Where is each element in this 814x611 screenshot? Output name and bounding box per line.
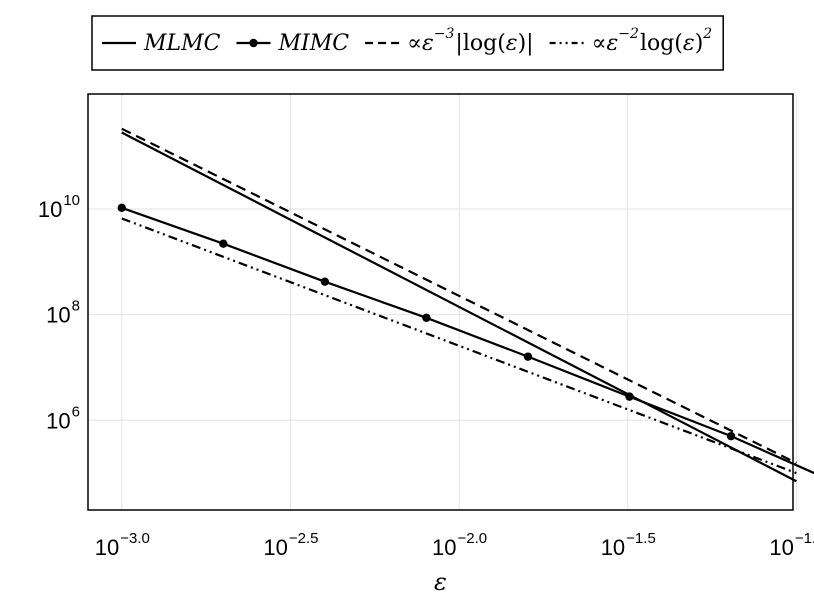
series-line-0 <box>121 131 797 483</box>
legend-item: ∝ ε −2 log(ε) 2 <box>549 26 712 56</box>
svg-text:−1.0: −1.0 <box>795 530 814 547</box>
data-point <box>219 239 228 248</box>
grid <box>88 94 797 510</box>
svg-text:−2.0: −2.0 <box>458 530 488 547</box>
series-line-2 <box>121 127 797 465</box>
data-point <box>320 277 330 286</box>
series-line-1 <box>121 206 814 475</box>
data-point <box>726 431 736 441</box>
x-tick-label: 10 −1.5 <box>601 530 656 560</box>
data-point <box>422 313 431 322</box>
y-tick-label: 10 10 <box>38 192 80 222</box>
legend-item: ∝ ε −3 |log(ε)| <box>365 26 534 56</box>
legend-box <box>91 15 724 71</box>
svg-text:2: 2 <box>702 26 712 42</box>
svg-text:10: 10 <box>263 535 287 560</box>
x-tick-label: 10 −2.0 <box>432 530 487 560</box>
svg-text:−3: −3 <box>434 26 455 42</box>
svg-text:log(: log( <box>640 31 683 56</box>
x-axis: 10−3.010−2.510−2.010−1.510−1.0 <box>95 530 814 560</box>
data-point <box>523 352 533 361</box>
y-tick-label: 10 8 <box>46 298 80 328</box>
svg-text:10: 10 <box>601 535 625 560</box>
svg-text:6: 6 <box>72 403 80 420</box>
x-axis-label: ε <box>434 568 447 596</box>
svg-text:∝: ∝ <box>592 31 607 56</box>
svg-text:10: 10 <box>432 535 456 560</box>
svg-text:−1.5: −1.5 <box>626 530 656 547</box>
svg-text:): ) <box>695 31 704 56</box>
series-line-3 <box>121 217 797 475</box>
svg-text:ε: ε <box>606 31 618 56</box>
svg-text:)|: )| <box>518 31 534 56</box>
data-point <box>117 203 126 213</box>
svg-text:ε: ε <box>506 31 518 56</box>
legend: MLMC MIMC ∝ ε −3 |log(ε)| ∝ ε −2 log(ε) 2 <box>91 15 724 71</box>
x-tick-label: 10 −3.0 <box>95 530 150 560</box>
svg-text:ε: ε <box>422 31 434 56</box>
svg-text:10: 10 <box>95 535 119 560</box>
series-layer <box>117 127 814 483</box>
svg-text:10: 10 <box>769 535 793 560</box>
svg-text:10: 10 <box>46 408 70 433</box>
x-tick-label: 10 −2.5 <box>263 530 318 560</box>
legend-marker <box>249 38 258 48</box>
svg-text:∝: ∝ <box>407 31 422 56</box>
y-tick-label: 10 6 <box>46 403 80 433</box>
x-tick-label: 10−1.0 <box>769 530 814 560</box>
svg-text:|log(: |log( <box>455 31 505 56</box>
legend-item: MIMC <box>236 31 350 56</box>
svg-text:10: 10 <box>38 197 62 222</box>
svg-text:10: 10 <box>63 192 80 209</box>
legend-item: MLMC <box>102 31 221 56</box>
svg-text:MIMC: MIMC <box>278 31 350 56</box>
svg-text:ε: ε <box>683 31 695 56</box>
plot-frame <box>87 93 794 511</box>
svg-text:−2: −2 <box>618 26 639 42</box>
svg-text:MLMC: MLMC <box>143 31 221 56</box>
svg-text:10: 10 <box>46 303 70 328</box>
data-point <box>625 392 634 401</box>
svg-text:−2.5: −2.5 <box>289 530 319 547</box>
svg-text:8: 8 <box>72 298 80 315</box>
svg-text:−3.0: −3.0 <box>120 530 150 547</box>
